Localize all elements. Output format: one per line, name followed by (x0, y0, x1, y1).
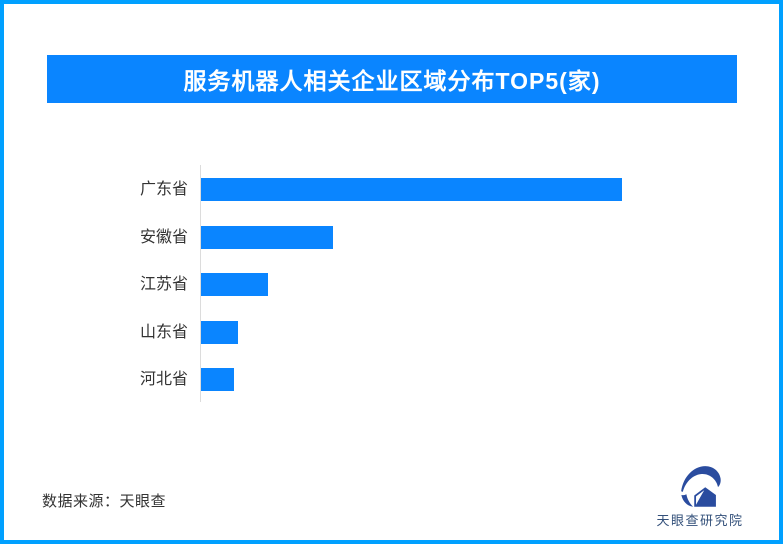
category-label: 广东省 (139, 181, 188, 198)
bar (201, 368, 234, 391)
category-label: 山东省 (139, 323, 188, 341)
chart-title: 服务机器人相关企业区域分布TOP5(家) (183, 68, 601, 94)
bar (201, 178, 622, 201)
tianyancha-logo: 天眼查研究院 (650, 463, 750, 529)
y-axis-line (200, 165, 201, 402)
data-source-label: 数据来源：天眼查 (42, 493, 167, 510)
category-label: 安徽省 (139, 228, 188, 246)
bar-chart: 广东省安徽省江苏省山东省河北省 (4, 4, 779, 540)
bar (201, 320, 238, 344)
bar (201, 225, 333, 249)
category-label: 江苏省 (139, 276, 188, 293)
category-label: 河北省 (139, 371, 188, 388)
tianyancha-eye-logo-icon (681, 466, 721, 507)
bar (201, 273, 268, 296)
chart-title-banner: 服务机器人相关企业区域分布TOP5(家) (47, 55, 737, 103)
tianyancha-logo-text: 天眼查研究院 (656, 513, 744, 528)
